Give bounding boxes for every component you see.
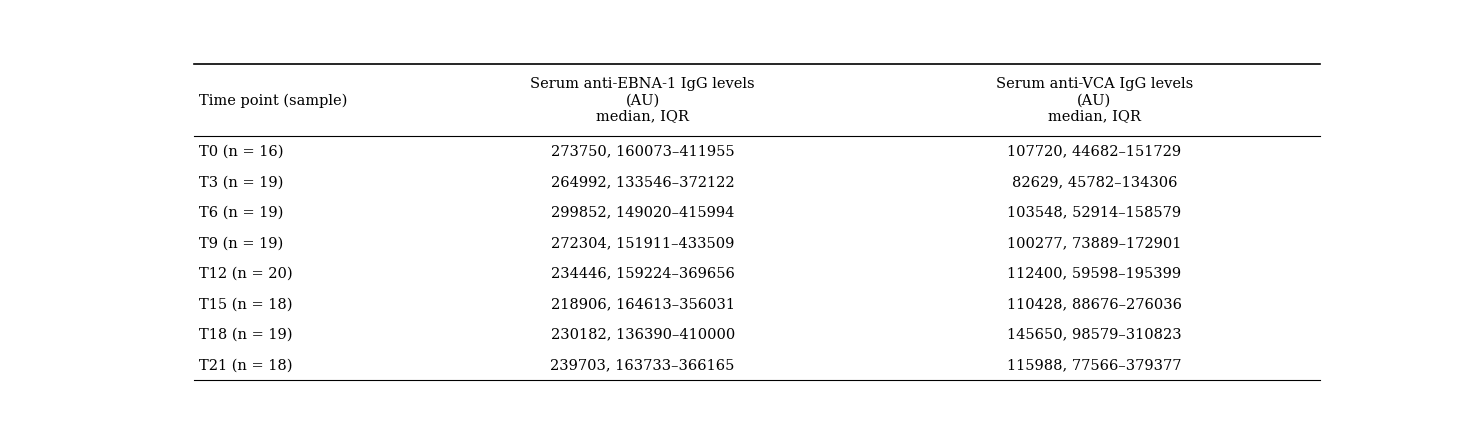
- Text: 110428, 88676–276036: 110428, 88676–276036: [1007, 297, 1182, 311]
- Text: T9 (n = 19): T9 (n = 19): [199, 236, 283, 250]
- Text: 103548, 52914–158579: 103548, 52914–158579: [1008, 206, 1181, 220]
- Text: T6 (n = 19): T6 (n = 19): [199, 206, 283, 220]
- Text: 112400, 59598–195399: 112400, 59598–195399: [1008, 267, 1181, 281]
- Text: 230182, 136390–410000: 230182, 136390–410000: [551, 328, 735, 342]
- Text: 239703, 163733–366165: 239703, 163733–366165: [551, 358, 735, 372]
- Text: Time point (sample): Time point (sample): [199, 93, 348, 107]
- Text: Serum anti-VCA IgG levels
(AU)
median, IQR: Serum anti-VCA IgG levels (AU) median, I…: [996, 77, 1193, 124]
- Text: 218906, 164613–356031: 218906, 164613–356031: [551, 297, 735, 311]
- Text: T3 (n = 19): T3 (n = 19): [199, 175, 283, 189]
- Text: 264992, 133546–372122: 264992, 133546–372122: [551, 175, 735, 189]
- Text: T21 (n = 18): T21 (n = 18): [199, 358, 292, 372]
- Text: 115988, 77566–379377: 115988, 77566–379377: [1007, 358, 1182, 372]
- Text: 107720, 44682–151729: 107720, 44682–151729: [1008, 145, 1181, 158]
- Text: T18 (n = 19): T18 (n = 19): [199, 328, 292, 342]
- Text: T15 (n = 18): T15 (n = 18): [199, 297, 292, 311]
- Text: T12 (n = 20): T12 (n = 20): [199, 267, 294, 281]
- Text: 299852, 149020–415994: 299852, 149020–415994: [551, 206, 735, 220]
- Text: 234446, 159224–369656: 234446, 159224–369656: [551, 267, 735, 281]
- Text: 273750, 160073–411955: 273750, 160073–411955: [551, 145, 735, 158]
- Text: 145650, 98579–310823: 145650, 98579–310823: [1007, 328, 1182, 342]
- Text: Serum anti-EBNA-1 IgG levels
(AU)
median, IQR: Serum anti-EBNA-1 IgG levels (AU) median…: [530, 77, 754, 124]
- Text: 82629, 45782–134306: 82629, 45782–134306: [1011, 175, 1178, 189]
- Text: 272304, 151911–433509: 272304, 151911–433509: [551, 236, 735, 250]
- Text: 100277, 73889–172901: 100277, 73889–172901: [1007, 236, 1182, 250]
- Text: T0 (n = 16): T0 (n = 16): [199, 145, 283, 158]
